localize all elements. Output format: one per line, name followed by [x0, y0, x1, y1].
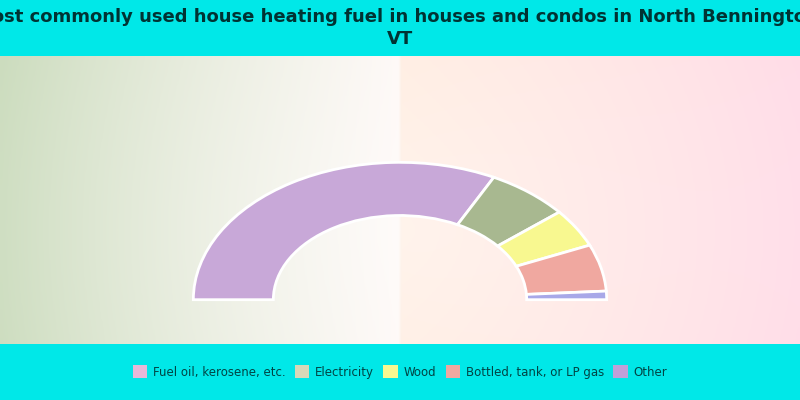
Wedge shape — [498, 212, 590, 266]
Wedge shape — [516, 245, 606, 294]
Text: Most commonly used house heating fuel in houses and condos in North Bennington,
: Most commonly used house heating fuel in… — [0, 8, 800, 48]
Wedge shape — [194, 162, 494, 300]
Wedge shape — [458, 177, 559, 246]
Wedge shape — [526, 291, 606, 300]
Legend: Fuel oil, kerosene, etc., Electricity, Wood, Bottled, tank, or LP gas, Other: Fuel oil, kerosene, etc., Electricity, W… — [128, 361, 672, 383]
